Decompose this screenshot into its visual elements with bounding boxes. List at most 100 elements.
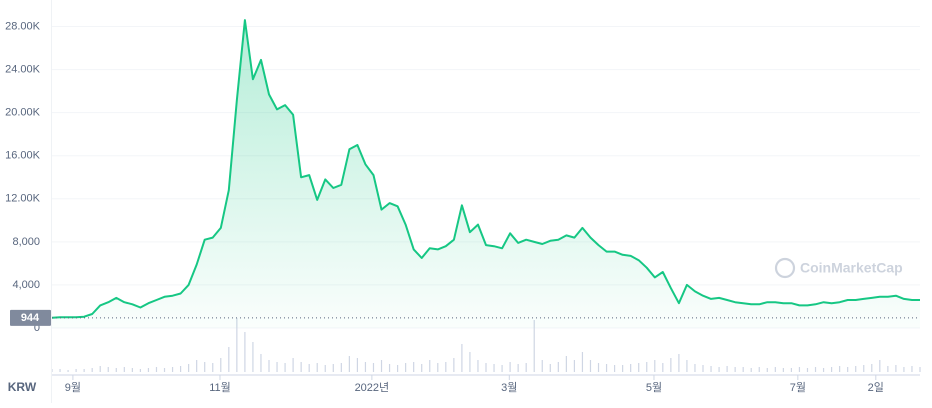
volume-bar — [839, 366, 841, 372]
x-tick-label: 9월 — [65, 381, 81, 394]
volume-bar — [405, 363, 407, 372]
y-tick-label: 24.00K — [5, 64, 41, 76]
reference-box — [10, 309, 51, 326]
volume-bar — [605, 364, 608, 372]
volume-bar — [806, 368, 809, 372]
volume-bar — [445, 362, 447, 372]
volume-bar — [919, 367, 921, 372]
reference-label: 944 — [21, 312, 40, 324]
watermark: CoinMarketCap — [774, 257, 903, 279]
y-tick-label: 0 — [34, 322, 40, 334]
volume-bar — [91, 368, 93, 372]
volume-bar — [83, 369, 85, 372]
volume-bar — [204, 362, 206, 372]
volume-bar — [686, 360, 688, 372]
volume-bar — [453, 358, 455, 372]
volume-bar — [718, 367, 720, 372]
volume-bar — [437, 363, 439, 372]
y-tick-label: 12.00K — [5, 193, 41, 205]
volume-bar — [911, 366, 913, 372]
volume-bar — [139, 369, 142, 372]
volume-bar — [734, 367, 736, 372]
x-tick-label: 2022년 — [355, 381, 390, 394]
volume-bar — [461, 344, 463, 372]
volume-bar — [396, 365, 399, 372]
volume-bar — [292, 358, 294, 372]
volume-bar — [630, 364, 632, 372]
volume-bar — [324, 365, 326, 372]
volume-bar — [284, 363, 286, 372]
volume-bar — [115, 368, 117, 372]
volume-bar — [260, 354, 262, 372]
volume-bar — [750, 368, 752, 372]
volume-bar — [654, 360, 656, 372]
volume-bar — [581, 352, 584, 372]
volume-bar — [662, 363, 664, 372]
x-tick-label: 3월 — [501, 381, 517, 394]
x-tick-label: 2일 — [868, 380, 884, 394]
volume-bar — [758, 367, 760, 372]
volume-bar — [814, 367, 817, 372]
volume-bar — [670, 358, 672, 372]
x-tick-label: 7월 — [790, 381, 806, 394]
volume-bar — [525, 363, 527, 372]
volume-bar — [244, 332, 246, 372]
volume-bar — [742, 367, 744, 372]
volume-bar — [879, 360, 881, 372]
volume-bar — [147, 368, 150, 372]
volume-bar — [903, 367, 905, 372]
volume-bar — [252, 342, 254, 372]
volume-bar — [871, 364, 873, 372]
volume-bar — [533, 320, 535, 372]
volume-bar — [694, 364, 696, 372]
volume-bar — [276, 362, 278, 372]
x-tick-label: 5월 — [646, 381, 662, 394]
volume-bar — [372, 363, 375, 372]
volume-bar — [565, 356, 567, 372]
volume-bar — [678, 354, 680, 372]
plot-area — [51, 19, 920, 328]
volume-bar — [726, 366, 728, 372]
volume-bar — [388, 364, 391, 372]
volume-bar — [702, 365, 704, 372]
volume-bar — [163, 368, 166, 372]
volume-bar — [622, 365, 624, 372]
volume-bar — [59, 369, 61, 372]
volume-bar — [228, 347, 230, 372]
y-tick-label: 16.00K — [5, 150, 41, 162]
volume-bar — [549, 364, 551, 372]
volume-bar — [863, 365, 865, 372]
volume-bar — [188, 364, 190, 372]
volume-bar — [155, 367, 158, 372]
volume-bar — [541, 360, 543, 372]
volume-bar — [364, 362, 367, 372]
volume-bar — [196, 360, 198, 372]
volume-bar — [236, 318, 238, 372]
volume-bar — [99, 366, 101, 372]
axes: 0 4,000 8,000 12.00K 16.00K 20.00K 24.00K 28.00… — [5, 20, 884, 393]
volume-bar — [67, 370, 69, 372]
volume-bar — [220, 358, 222, 372]
volume-bar — [710, 366, 712, 372]
volume-bar — [171, 367, 174, 372]
volume-bar — [429, 360, 431, 372]
volume-bar — [782, 368, 784, 372]
volume-bar — [493, 364, 495, 372]
watermark-text: CoinMarketCap — [800, 260, 903, 276]
volume-bar — [123, 367, 125, 372]
y-tick-label: 4,000 — [12, 279, 40, 291]
volume-bar — [300, 362, 302, 372]
volume-bar — [75, 369, 77, 372]
x-tick-label: 11월 — [209, 381, 231, 394]
price-line — [51, 19, 920, 319]
volume-bar — [469, 352, 471, 372]
volume-bar — [855, 366, 857, 372]
y-tick-label: 20.00K — [5, 107, 41, 119]
volume-bar — [887, 366, 889, 372]
y-tick-label: 8,000 — [12, 236, 40, 248]
volume-bar — [589, 360, 592, 372]
volume-bar — [798, 367, 801, 372]
volume-bar — [179, 366, 182, 372]
volume-bar — [356, 358, 359, 372]
